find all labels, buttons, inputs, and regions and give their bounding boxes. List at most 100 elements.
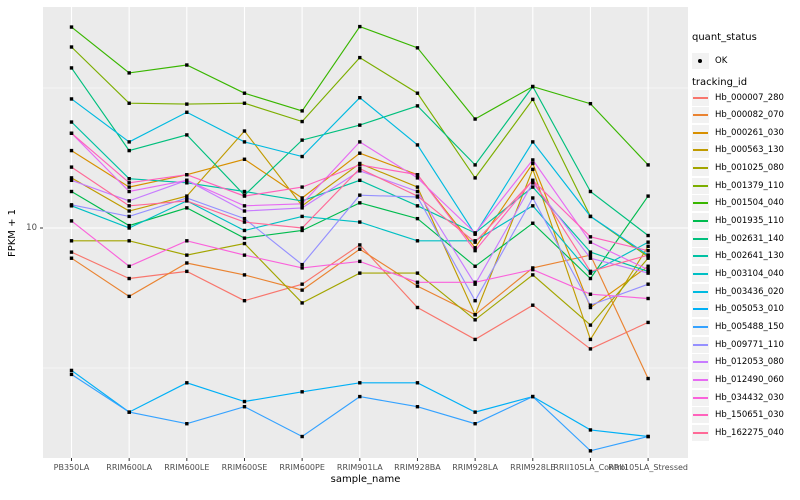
- data-point: [473, 117, 477, 121]
- data-point: [473, 318, 477, 322]
- x-tick-label: RRIM600LA: [106, 463, 153, 472]
- legend-item-label: Hb_001379_110: [715, 180, 784, 191]
- series-color-line-icon: [693, 167, 708, 170]
- data-point: [358, 247, 362, 251]
- data-point: [242, 253, 247, 257]
- data-point: [69, 120, 74, 124]
- data-point: [531, 84, 535, 89]
- legend-key-box: [692, 52, 709, 69]
- data-point: [588, 449, 593, 453]
- data-point: [358, 259, 362, 264]
- data-point: [415, 104, 420, 108]
- data-point: [588, 235, 593, 239]
- data-point: [588, 253, 593, 257]
- data-point: [646, 434, 650, 439]
- data-point: [415, 194, 420, 198]
- data-point: [415, 204, 420, 208]
- data-point: [185, 63, 189, 67]
- data-point: [473, 163, 477, 167]
- legend-item-Hb_003436_020: Hb_003436_020: [692, 283, 784, 300]
- data-point: [300, 206, 304, 210]
- legend-key-box: [692, 372, 709, 389]
- data-point: [531, 140, 535, 144]
- legend-item-Hb_034432_030: Hb_034432_030: [692, 389, 784, 406]
- legend-item-ok: OK: [692, 52, 727, 69]
- legend-item-label: Hb_162275_040: [715, 428, 784, 439]
- legend-key-box: [692, 301, 709, 318]
- series-color-line-icon: [693, 202, 708, 205]
- series-color-line-icon: [693, 255, 708, 258]
- series-color-line-icon: [693, 273, 708, 276]
- data-point: [415, 143, 420, 147]
- data-point: [646, 282, 650, 286]
- data-point: [473, 246, 477, 250]
- series-color-line-icon: [693, 237, 708, 240]
- data-point: [531, 167, 535, 172]
- data-point: [69, 131, 74, 135]
- data-point: [358, 201, 362, 205]
- legend-key-box: [692, 142, 709, 159]
- data-point: [242, 194, 247, 198]
- data-point: [358, 220, 362, 224]
- data-point: [127, 199, 131, 203]
- data-point: [185, 133, 189, 137]
- x-tick-label: RRIM600LE: [164, 463, 210, 472]
- data-point: [531, 97, 535, 102]
- legend-item-label: Hb_003436_020: [715, 286, 784, 297]
- x-tick-label: RRIM600PE: [279, 463, 325, 472]
- data-point: [242, 399, 247, 404]
- ok-point-icon: [698, 58, 702, 63]
- data-point: [588, 323, 593, 327]
- series-color-line-icon: [693, 149, 708, 152]
- legend-item-label: Hb_002631_140: [715, 233, 784, 244]
- legend-item-label: Hb_000261_030: [715, 127, 784, 138]
- legend-item-label: Hb_009771_110: [715, 339, 784, 350]
- data-point: [646, 248, 650, 253]
- legend-item-label: Hb_000082_070: [715, 110, 784, 121]
- legend-key-box: [692, 319, 709, 336]
- data-point: [588, 271, 593, 275]
- data-point: [300, 301, 304, 305]
- data-point: [242, 273, 247, 277]
- data-point: [415, 189, 420, 194]
- data-point: [646, 244, 650, 249]
- data-point: [69, 176, 74, 180]
- data-point: [300, 196, 304, 200]
- data-point: [300, 262, 304, 267]
- legend-key-box: [692, 336, 709, 353]
- data-point: [473, 280, 477, 284]
- data-point: [185, 173, 189, 177]
- data-point: [300, 288, 304, 292]
- data-point: [531, 185, 535, 189]
- data-point: [185, 422, 189, 426]
- data-point: [300, 119, 304, 124]
- data-point: [588, 347, 593, 351]
- legend-item-label: Hb_002641_130: [715, 251, 784, 262]
- data-point: [473, 410, 477, 414]
- x-tick-label: RRIM928LE: [510, 463, 556, 472]
- data-point: [242, 216, 247, 221]
- data-point: [358, 178, 362, 183]
- data-point: [473, 231, 477, 235]
- data-point: [473, 422, 477, 426]
- data-point: [242, 228, 247, 233]
- data-point: [588, 276, 593, 281]
- data-point: [588, 305, 593, 310]
- legend-key-box: [692, 389, 709, 406]
- data-point: [646, 320, 650, 325]
- data-point: [69, 25, 74, 29]
- data-point: [185, 194, 189, 198]
- legend-item-label: Hb_001935_110: [715, 216, 784, 227]
- legend-item-Hb_001935_110: Hb_001935_110: [692, 213, 784, 230]
- data-point: [69, 97, 74, 101]
- legend-key-box: [692, 124, 709, 141]
- data-point: [300, 138, 304, 142]
- data-point: [358, 394, 362, 399]
- data-point: [242, 241, 247, 246]
- legend-key-box: [692, 107, 709, 124]
- data-point: [69, 189, 74, 194]
- data-point: [300, 282, 304, 286]
- data-point: [646, 194, 650, 198]
- data-point: [300, 226, 304, 230]
